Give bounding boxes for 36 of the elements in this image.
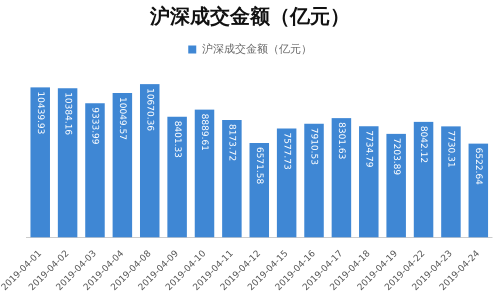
bar: [332, 118, 352, 238]
bar: [359, 126, 379, 238]
data-label: 7730.31: [446, 130, 456, 168]
data-label: 7734.79: [363, 130, 374, 168]
bar: [140, 84, 160, 238]
bar: [30, 87, 50, 238]
bar: [167, 116, 187, 238]
bar: [222, 120, 242, 238]
data-label: 9333.99: [90, 107, 100, 145]
data-label: 6571.58: [254, 146, 264, 184]
data-label: 7577.73: [281, 132, 292, 170]
legend-label: 沪深成交金额（亿元）: [202, 42, 312, 56]
data-label: 8173.72: [226, 124, 237, 162]
data-label: 10670.36: [144, 88, 154, 132]
bar: [276, 128, 296, 238]
bar: [112, 93, 132, 238]
bar: [85, 103, 105, 238]
data-label: 10439.93: [34, 91, 45, 134]
data-label: 6522.64: [472, 148, 483, 186]
bar: [304, 124, 324, 238]
data-label: 8889.61: [199, 114, 210, 151]
bar: [194, 110, 214, 238]
data-label: 7910.53: [308, 128, 319, 165]
data-label: 7203.89: [390, 138, 401, 176]
bar: [414, 122, 434, 238]
bar: [386, 134, 406, 238]
data-label: 8042.12: [418, 126, 428, 164]
data-label: 10384.16: [62, 92, 72, 136]
bar: [468, 144, 488, 238]
chart-title: 沪深成交金额（亿元）: [149, 4, 350, 28]
bar: [441, 126, 461, 238]
data-label: 8301.63: [336, 122, 346, 160]
bar: [250, 142, 270, 238]
bar: [58, 88, 78, 238]
data-label: 8401.33: [172, 120, 182, 158]
data-label: 10049.57: [117, 97, 128, 140]
